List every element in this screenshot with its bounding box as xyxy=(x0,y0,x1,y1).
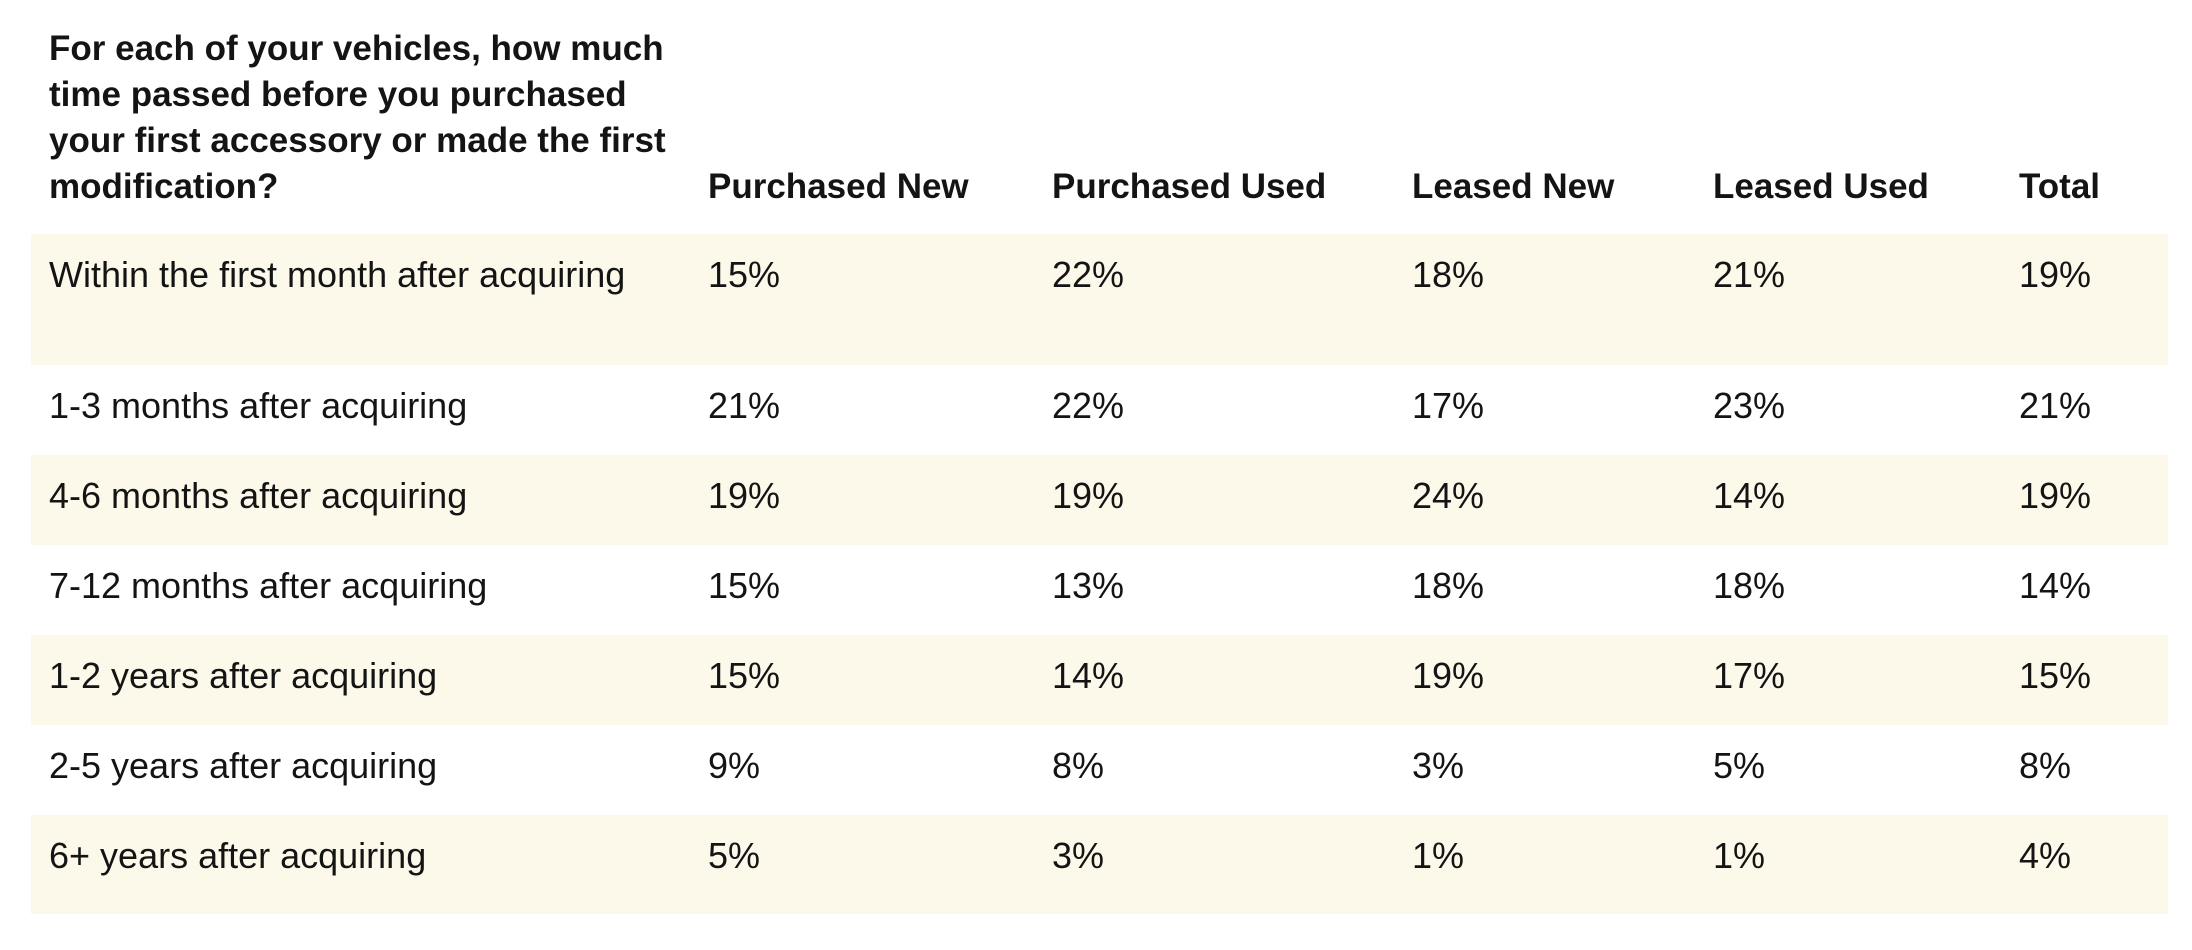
cell-value: 22% xyxy=(1052,385,1125,426)
cell-value: 14% xyxy=(1713,475,1786,516)
row-label: 7-12 months after acquiring xyxy=(49,565,488,606)
cell-value: 8% xyxy=(1052,745,1105,786)
column-header: Purchased New xyxy=(708,167,969,206)
cell-value: 4% xyxy=(2019,835,2072,876)
cell-value: 19% xyxy=(1412,655,1485,696)
column-header: Leased New xyxy=(1412,167,1615,206)
table-row: Within the first month after acquiring 15… xyxy=(31,234,2168,365)
cell-value: 13% xyxy=(1052,565,1125,606)
row-label: 1-2 years after acquiring xyxy=(49,655,438,696)
cell-value: 19% xyxy=(708,475,781,516)
cell-value: 15% xyxy=(2019,655,2092,696)
row-label: 1-3 months after acquiring xyxy=(49,385,468,426)
table-body: Within the first month after acquiring 15… xyxy=(31,234,2168,914)
column-header: Total xyxy=(2019,167,2101,206)
table-row: 1-2 years after acquiring 15% 14% 19% 17% 15% xyxy=(31,635,2168,725)
row-label: 2-5 years after acquiring xyxy=(49,745,438,786)
cell-value: 3% xyxy=(1052,835,1105,876)
table-row: 7-12 months after acquiring 15% 13% 18% 18% 1… xyxy=(31,545,2168,635)
cell-value: 18% xyxy=(1412,254,1485,295)
cell-value: 1% xyxy=(1713,835,1766,876)
cell-value: 5% xyxy=(1713,745,1766,786)
table-row: 1-3 months after acquiring 21% 22% 17% 23% 21… xyxy=(31,365,2168,455)
cell-value: 23% xyxy=(1713,385,1786,426)
column-header: Purchased Used xyxy=(1052,167,1327,206)
cell-value: 19% xyxy=(1052,475,1125,516)
cell-value: 15% xyxy=(708,254,781,295)
cell-value: 1% xyxy=(1412,835,1465,876)
cell-value: 3% xyxy=(1412,745,1465,786)
cell-value: 21% xyxy=(2019,385,2092,426)
cell-value: 19% xyxy=(2019,475,2092,516)
table-row: 6+ years after acquiring 5% 3% 1% 1% 4% xyxy=(31,815,2168,914)
cell-value: 17% xyxy=(1713,655,1786,696)
cell-value: 15% xyxy=(708,655,781,696)
row-label: 6+ years after acquiring xyxy=(49,835,427,876)
cell-value: 22% xyxy=(1052,254,1125,295)
cell-value: 8% xyxy=(2019,745,2072,786)
cell-value: 15% xyxy=(708,565,781,606)
survey-table: For each of your vehicles, how much time… xyxy=(31,26,2168,914)
row-label: Within the first month after acquiring xyxy=(49,254,626,295)
cell-value: 21% xyxy=(1713,254,1786,295)
table-row: 2-5 years after acquiring 9% 8% 3% 5% 8% xyxy=(31,725,2168,815)
cell-value: 19% xyxy=(2019,254,2092,295)
cell-value: 14% xyxy=(2019,565,2092,606)
header-row: For each of your vehicles, how much time… xyxy=(31,26,2168,234)
cell-value: 18% xyxy=(1412,565,1485,606)
cell-value: 24% xyxy=(1412,475,1485,516)
cell-value: 21% xyxy=(708,385,781,426)
cell-value: 18% xyxy=(1713,565,1786,606)
question-header: For each of your vehicles, how much time… xyxy=(49,29,666,206)
cell-value: 5% xyxy=(708,835,761,876)
cell-value: 17% xyxy=(1412,385,1485,426)
table-row: 4-6 months after acquiring 19% 19% 24% 14% 19… xyxy=(31,455,2168,545)
row-label: 4-6 months after acquiring xyxy=(49,475,468,516)
column-header: Leased Used xyxy=(1713,167,1929,206)
cell-value: 9% xyxy=(708,745,761,786)
cell-value: 14% xyxy=(1052,655,1125,696)
